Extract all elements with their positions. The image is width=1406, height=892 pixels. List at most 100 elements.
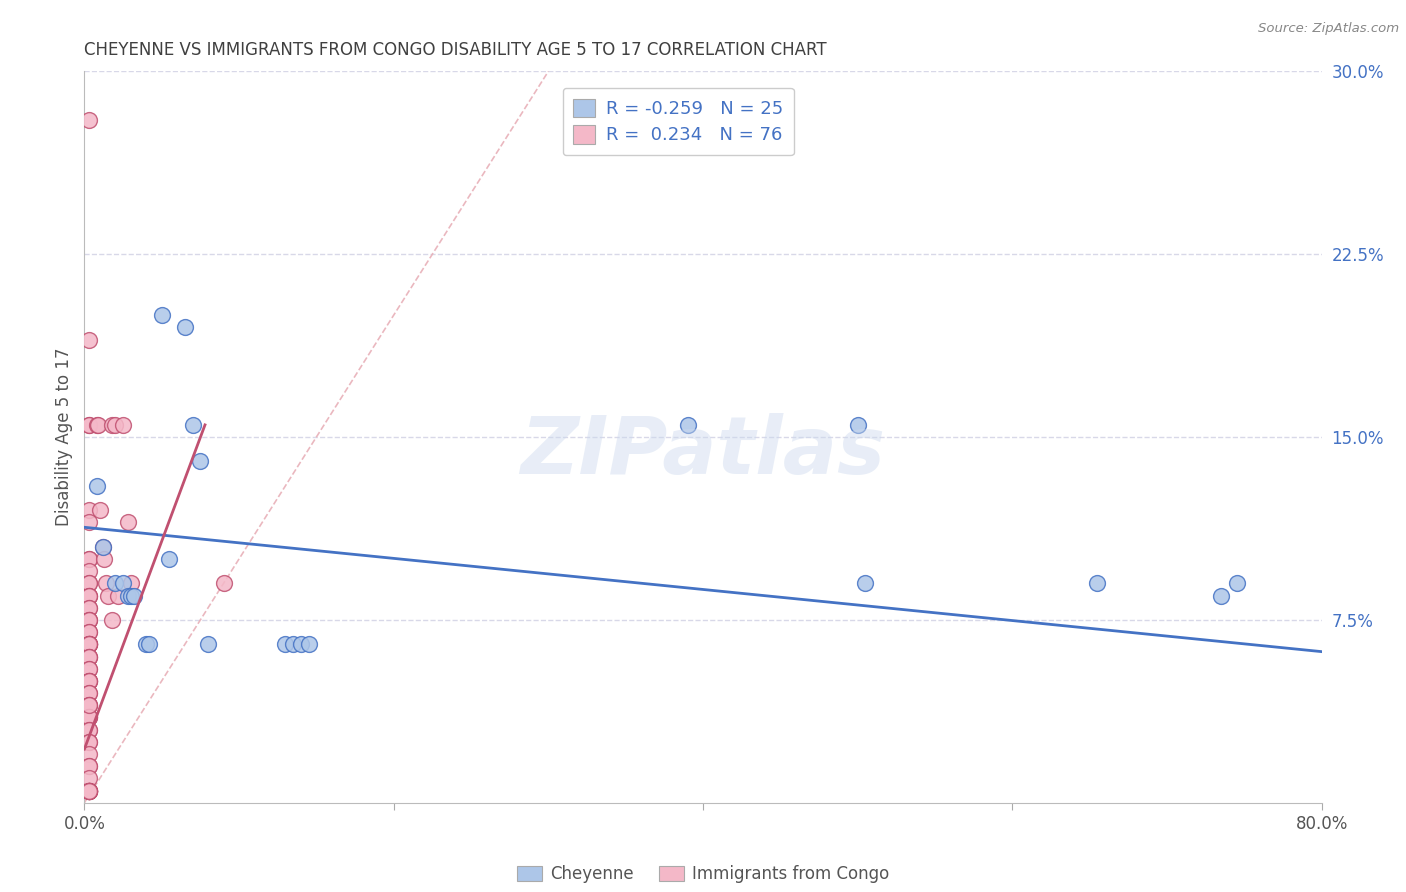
Point: [77, 613, 100, 627]
Point: [150, 308, 173, 322]
Point: [77, 589, 100, 603]
Point: [86, 417, 108, 432]
Point: [188, 454, 212, 468]
Point: [77, 783, 100, 797]
Point: [112, 576, 135, 591]
Point: [138, 637, 160, 651]
Point: [77, 783, 100, 797]
Point: [77, 564, 100, 578]
Point: [77, 698, 100, 713]
Point: [283, 637, 305, 651]
Point: [86, 479, 108, 493]
Point: [77, 710, 100, 724]
Point: [77, 783, 100, 797]
Point: [77, 637, 100, 651]
Point: [120, 589, 142, 603]
Point: [120, 576, 142, 591]
Point: [77, 333, 100, 347]
Point: [94, 576, 117, 591]
Point: [77, 637, 100, 651]
Point: [159, 552, 181, 566]
Point: [93, 552, 115, 566]
Point: [77, 783, 100, 797]
Point: [77, 637, 100, 651]
Point: [77, 600, 100, 615]
Point: [77, 417, 100, 432]
Point: [274, 637, 297, 651]
Point: [77, 516, 100, 530]
Point: [181, 417, 204, 432]
Point: [77, 662, 100, 676]
Point: [77, 649, 100, 664]
Point: [77, 772, 100, 786]
Point: [77, 673, 100, 688]
Point: [1087, 576, 1109, 591]
Point: [77, 637, 100, 651]
Text: ZIPatlas: ZIPatlas: [520, 413, 886, 491]
Point: [101, 417, 124, 432]
Y-axis label: Disability Age 5 to 17: Disability Age 5 to 17: [55, 348, 73, 526]
Point: [117, 516, 139, 530]
Point: [77, 552, 100, 566]
Point: [91, 540, 114, 554]
Point: [77, 625, 100, 640]
Point: [77, 783, 100, 797]
Point: [77, 576, 100, 591]
Point: [77, 625, 100, 640]
Point: [676, 417, 699, 432]
Point: [77, 503, 100, 517]
Point: [77, 686, 100, 700]
Point: [77, 589, 100, 603]
Point: [77, 783, 100, 797]
Point: [77, 417, 100, 432]
Point: [122, 589, 145, 603]
Point: [77, 113, 100, 128]
Point: [298, 637, 321, 651]
Point: [77, 759, 100, 773]
Point: [77, 783, 100, 797]
Point: [77, 673, 100, 688]
Point: [104, 576, 127, 591]
Point: [290, 637, 312, 651]
Point: [77, 710, 100, 724]
Point: [77, 686, 100, 700]
Point: [1226, 576, 1249, 591]
Point: [77, 552, 100, 566]
Point: [77, 576, 100, 591]
Point: [97, 589, 120, 603]
Point: [91, 540, 114, 554]
Point: [89, 503, 111, 517]
Point: [77, 649, 100, 664]
Point: [77, 783, 100, 797]
Point: [77, 735, 100, 749]
Point: [77, 698, 100, 713]
Point: [77, 649, 100, 664]
Point: [77, 723, 100, 737]
Text: Source: ZipAtlas.com: Source: ZipAtlas.com: [1258, 22, 1399, 36]
Point: [174, 320, 197, 334]
Point: [112, 417, 135, 432]
Point: [77, 710, 100, 724]
Point: [212, 576, 235, 591]
Text: CHEYENNE VS IMMIGRANTS FROM CONGO DISABILITY AGE 5 TO 17 CORRELATION CHART: CHEYENNE VS IMMIGRANTS FROM CONGO DISABI…: [84, 41, 827, 59]
Point: [104, 417, 127, 432]
Point: [1211, 589, 1233, 603]
Point: [135, 637, 157, 651]
Point: [77, 637, 100, 651]
Point: [855, 576, 877, 591]
Point: [101, 613, 124, 627]
Legend: Cheyenne, Immigrants from Congo: Cheyenne, Immigrants from Congo: [510, 858, 896, 889]
Point: [77, 589, 100, 603]
Point: [197, 637, 219, 651]
Point: [77, 613, 100, 627]
Point: [77, 673, 100, 688]
Point: [77, 600, 100, 615]
Point: [117, 589, 139, 603]
Point: [77, 613, 100, 627]
Point: [77, 698, 100, 713]
Point: [77, 783, 100, 797]
Point: [846, 417, 869, 432]
Point: [77, 662, 100, 676]
Point: [77, 673, 100, 688]
Point: [77, 759, 100, 773]
